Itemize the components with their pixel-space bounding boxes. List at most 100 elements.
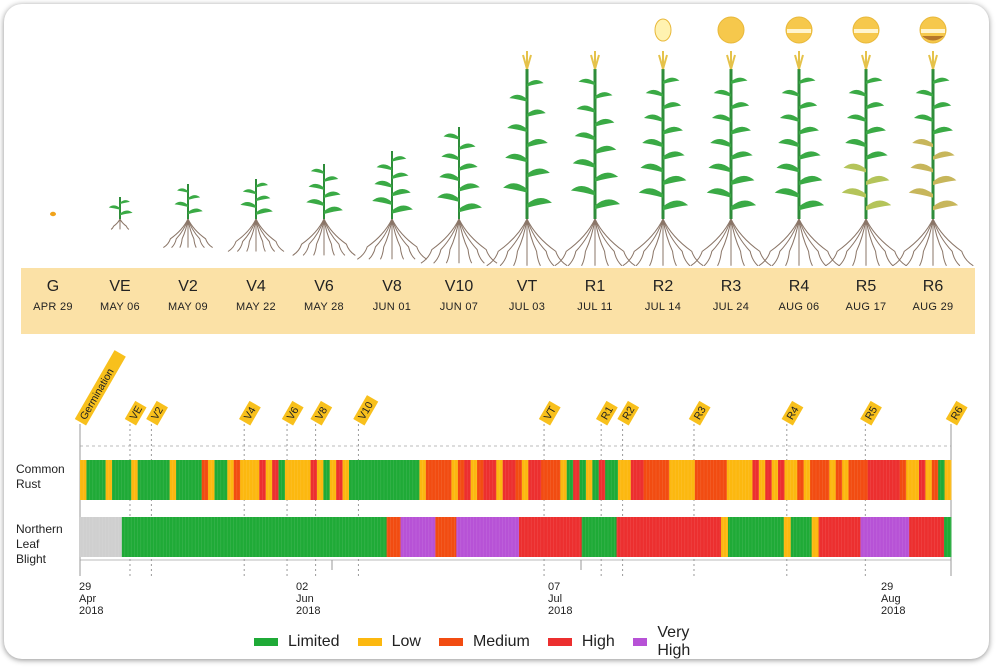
leaf: [570, 185, 595, 196]
leaf: [845, 139, 866, 148]
plant-r3: [690, 16, 772, 266]
stage-tag-label: R6: [949, 404, 966, 422]
stage-tag-label: R5: [863, 404, 880, 422]
stage-code: R1: [584, 278, 606, 295]
leaf: [306, 199, 324, 206]
stage-cell-r3: R3 JUL 24: [701, 276, 761, 316]
leaf: [642, 139, 663, 148]
root: [433, 218, 460, 264]
stage-tag-label: Germination: [78, 366, 117, 422]
root: [690, 218, 732, 266]
root: [445, 218, 460, 264]
stage-marker-tag: R1: [595, 400, 618, 426]
leaf: [376, 164, 392, 171]
stage-marker-tag: V2: [146, 400, 168, 426]
root: [246, 218, 257, 252]
leaf: [595, 172, 619, 182]
risk-cell: [105, 460, 113, 500]
risk-cell: [778, 460, 785, 500]
root: [635, 218, 664, 266]
leaf: [663, 175, 687, 186]
root: [255, 218, 276, 252]
stage-tag-background: [124, 400, 147, 426]
leaf: [188, 208, 203, 215]
risk-cell: [456, 517, 520, 557]
leaf: [933, 200, 959, 211]
tassel: [794, 51, 804, 70]
risk-cell: [726, 460, 753, 500]
root: [932, 218, 947, 266]
stage-tag-label: R3: [692, 404, 709, 422]
stage-tag-background: [146, 400, 168, 426]
risk-cell: [925, 460, 933, 500]
stage-cell-r1: R1 JUL 11: [565, 276, 625, 316]
risk-cell: [227, 460, 235, 500]
root: [255, 218, 285, 252]
leaf: [663, 102, 682, 110]
root: [798, 218, 827, 266]
root: [581, 218, 596, 266]
risk-cell: [669, 460, 696, 500]
risk-cell: [386, 517, 401, 557]
root: [323, 218, 356, 256]
risk-cell: [829, 460, 837, 500]
tassel: [726, 51, 736, 70]
stage-tag-label: V8: [313, 405, 330, 422]
root: [703, 218, 732, 266]
risk-cell: [118, 460, 132, 500]
risk-cell: [310, 460, 318, 500]
leaf: [643, 114, 663, 122]
risk-cell: [909, 517, 945, 557]
risk-cell: [163, 460, 171, 500]
x-tick-label: 02 Jun 2018: [296, 581, 321, 617]
risk-cell: [899, 460, 907, 500]
leaf: [120, 200, 130, 204]
stage-code: R2: [652, 278, 674, 295]
risk-cell: [810, 460, 830, 500]
risk-cell: [457, 460, 465, 500]
leaf: [731, 200, 757, 211]
risk-cell: [451, 460, 459, 500]
root: [368, 218, 393, 260]
risk-cell: [265, 460, 273, 500]
stage-cell-v10: V10 JUN 07: [429, 276, 489, 316]
legend-label: Limited: [288, 633, 340, 650]
leaf: [507, 124, 527, 132]
leaf: [866, 200, 892, 211]
leaf: [256, 195, 271, 202]
plant-v6: [292, 164, 356, 256]
stage-cell-v8: V8 JUN 01: [362, 276, 422, 316]
risk-cell: [528, 460, 542, 500]
legend-swatch: [632, 638, 648, 646]
stage-tag-label: R2: [620, 404, 637, 422]
leaf: [866, 151, 888, 160]
root: [567, 218, 596, 266]
stage-code: R6: [922, 278, 944, 295]
root: [825, 218, 867, 266]
stage-tag-background: [781, 400, 804, 426]
stage-code: V8: [382, 278, 402, 295]
risk-cell: [617, 460, 632, 500]
leaf: [108, 205, 120, 210]
risk-cell: [566, 460, 574, 500]
risk-cell: [803, 460, 811, 500]
root: [313, 218, 325, 256]
risk-cell: [259, 460, 267, 500]
leaf: [866, 102, 885, 110]
stage-cell-ve: VE MAY 06: [90, 276, 150, 316]
stage-marker-tag: R6: [945, 400, 968, 426]
leaf: [595, 92, 613, 99]
root: [420, 218, 460, 264]
plant-vt: [486, 51, 568, 266]
leaf: [711, 114, 731, 122]
tassel: [928, 51, 938, 70]
root: [179, 218, 189, 248]
tassel: [658, 51, 668, 70]
stage-code: V2: [178, 278, 198, 295]
risk-cell: [80, 517, 123, 557]
stage-date: JUN 07: [439, 301, 479, 313]
stage-code: R3: [720, 278, 742, 295]
leaf: [509, 94, 527, 102]
risk-cell: [848, 460, 869, 500]
stage-tag-label: R1: [599, 404, 616, 422]
